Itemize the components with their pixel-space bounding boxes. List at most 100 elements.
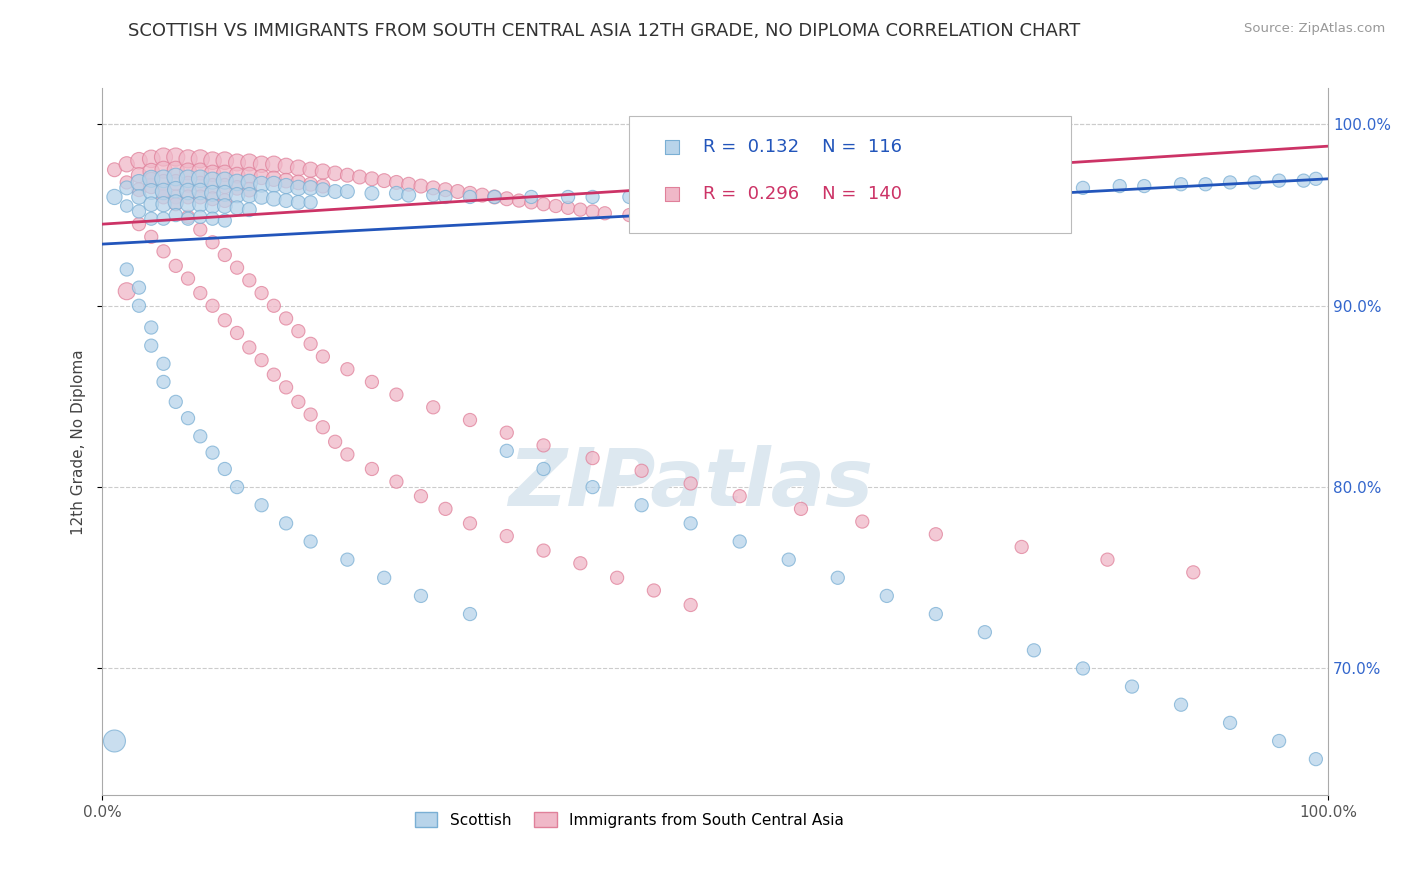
Point xyxy=(201,173,224,187)
Point xyxy=(238,168,260,182)
Point xyxy=(238,188,260,202)
Point xyxy=(495,443,517,458)
Point xyxy=(287,176,309,190)
Point xyxy=(827,571,849,585)
Point xyxy=(299,178,322,192)
Point xyxy=(177,171,200,186)
Point xyxy=(214,186,236,201)
Point xyxy=(876,186,898,201)
Point xyxy=(643,583,665,598)
Point xyxy=(263,192,285,206)
Point xyxy=(1170,698,1192,712)
Point xyxy=(274,311,297,326)
Point xyxy=(312,164,335,178)
Y-axis label: 12th Grade, No Diploma: 12th Grade, No Diploma xyxy=(72,349,86,534)
Point xyxy=(716,215,738,229)
Point xyxy=(226,188,249,202)
Point xyxy=(422,188,444,202)
Point xyxy=(188,171,211,186)
Point xyxy=(201,153,224,168)
Point xyxy=(484,190,506,204)
Point xyxy=(299,195,322,210)
Point xyxy=(128,280,150,294)
Point xyxy=(544,199,567,213)
Point xyxy=(876,589,898,603)
Point xyxy=(152,150,174,164)
Point xyxy=(226,155,249,169)
Text: R =  0.296    N =  140: R = 0.296 N = 140 xyxy=(703,186,901,203)
Point xyxy=(533,197,555,211)
Point xyxy=(361,171,384,186)
Point xyxy=(484,190,506,204)
Point xyxy=(778,552,800,566)
Text: R =  0.132    N =  116: R = 0.132 N = 116 xyxy=(703,138,901,156)
Point xyxy=(458,516,481,531)
Point xyxy=(630,464,652,478)
Point xyxy=(128,190,150,204)
Point xyxy=(188,178,211,192)
Point xyxy=(287,161,309,175)
Point xyxy=(1170,178,1192,192)
Point xyxy=(741,188,763,202)
Point xyxy=(214,166,236,180)
Point xyxy=(973,625,995,640)
Point xyxy=(214,179,236,194)
Point xyxy=(581,480,603,494)
Point xyxy=(643,210,665,224)
Point xyxy=(287,195,309,210)
Point xyxy=(1182,566,1205,580)
Point xyxy=(152,375,174,389)
Point xyxy=(1219,715,1241,730)
Point xyxy=(141,339,163,353)
Point xyxy=(1011,540,1033,554)
Point xyxy=(323,166,346,180)
Point xyxy=(1268,734,1291,748)
Point xyxy=(1071,661,1094,675)
Point xyxy=(274,173,297,187)
Point xyxy=(214,194,236,208)
Point xyxy=(128,168,150,182)
Point xyxy=(201,211,224,226)
Point xyxy=(165,197,187,211)
Point xyxy=(152,185,174,199)
Point xyxy=(728,489,751,503)
Point xyxy=(238,202,260,217)
Point xyxy=(728,534,751,549)
Point xyxy=(619,190,641,204)
Text: ZIPatlas: ZIPatlas xyxy=(508,445,873,524)
Point xyxy=(165,208,187,222)
Point xyxy=(385,387,408,401)
Point xyxy=(274,194,297,208)
Point xyxy=(1071,181,1094,195)
Point xyxy=(250,498,273,512)
Point xyxy=(458,413,481,427)
Point xyxy=(177,271,200,285)
Point xyxy=(115,262,138,277)
Point xyxy=(152,162,174,177)
Point xyxy=(152,171,174,186)
Point xyxy=(827,186,849,201)
Text: SCOTTISH VS IMMIGRANTS FROM SOUTH CENTRAL ASIA 12TH GRADE, NO DIPLOMA CORRELATIO: SCOTTISH VS IMMIGRANTS FROM SOUTH CENTRA… xyxy=(128,22,1081,40)
Point xyxy=(1305,752,1327,766)
Point xyxy=(495,192,517,206)
Point xyxy=(128,183,150,197)
Point xyxy=(299,534,322,549)
Point xyxy=(188,429,211,443)
Point xyxy=(336,362,359,376)
Point xyxy=(141,179,163,194)
Point xyxy=(177,197,200,211)
Point xyxy=(606,571,628,585)
Point xyxy=(385,176,408,190)
Point xyxy=(520,195,543,210)
Point xyxy=(1292,173,1315,187)
Point xyxy=(1108,179,1130,194)
Point xyxy=(238,273,260,287)
FancyBboxPatch shape xyxy=(630,117,1071,233)
Point xyxy=(165,162,187,177)
Point xyxy=(226,326,249,340)
Point xyxy=(226,168,249,182)
Point xyxy=(385,475,408,489)
Point xyxy=(434,190,457,204)
Legend: Scottish, Immigrants from South Central Asia: Scottish, Immigrants from South Central … xyxy=(409,805,851,834)
Point xyxy=(661,268,683,282)
